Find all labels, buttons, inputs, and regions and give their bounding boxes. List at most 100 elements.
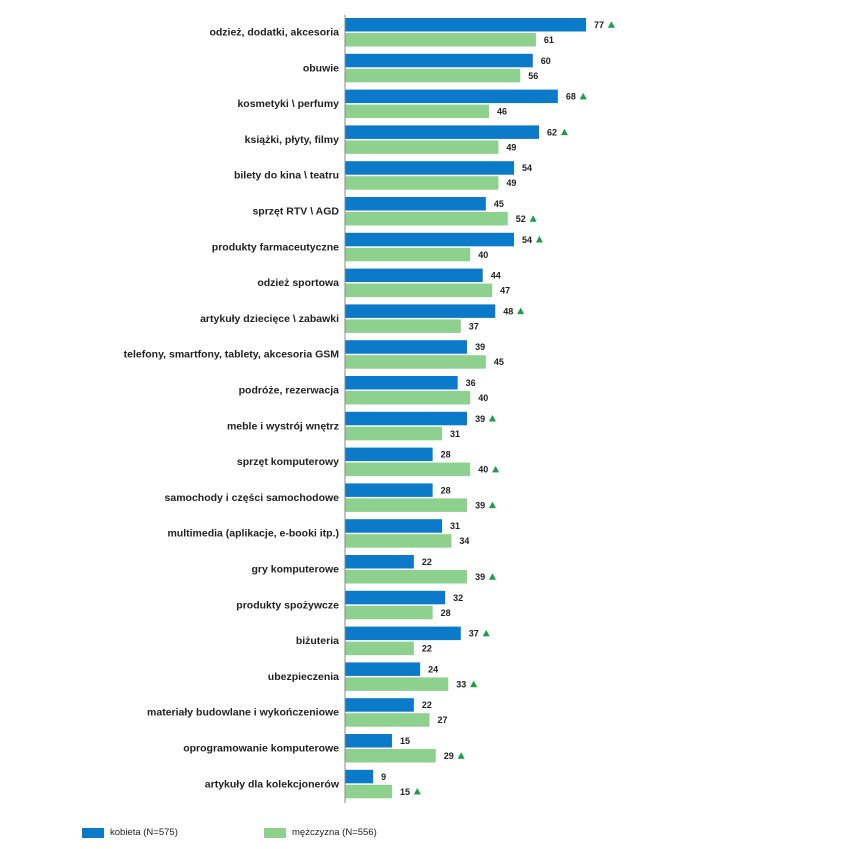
- data-label: 15: [400, 736, 410, 746]
- category-label: ubezpieczenia: [268, 671, 339, 683]
- data-label: 9: [381, 772, 386, 782]
- bar-male: [345, 104, 489, 119]
- bar-male: [345, 713, 430, 727]
- bar-female: [345, 340, 468, 354]
- data-label: 77: [594, 20, 604, 30]
- bar-female: [345, 197, 486, 211]
- bar-female: [345, 411, 468, 426]
- data-label: 28: [441, 485, 451, 495]
- bar-female: [345, 53, 533, 68]
- bar-male: [345, 247, 471, 262]
- data-label: 39: [475, 572, 485, 582]
- bar-male: [345, 355, 486, 369]
- data-label: 40: [478, 465, 488, 475]
- bar-female: [345, 232, 515, 247]
- category-label: oprogramowanie komputerowe: [183, 743, 339, 755]
- bar-female: [345, 734, 392, 748]
- data-label: 31: [450, 429, 460, 439]
- category-label: materiały budowlane i wykończeniowe: [147, 707, 339, 719]
- category-label: odzież sportowa: [257, 277, 339, 289]
- data-label: 32: [453, 593, 463, 603]
- data-label: 56: [528, 71, 538, 81]
- bar-male: [345, 462, 471, 477]
- data-label: 24: [428, 664, 438, 674]
- significance-marker-icon: [413, 788, 421, 795]
- legend-label-female: kobieta (N=575): [110, 827, 178, 838]
- bar-male: [345, 749, 436, 763]
- data-label: 39: [475, 500, 485, 510]
- data-label: 39: [475, 342, 485, 352]
- data-label: 45: [494, 357, 504, 367]
- bar-female: [345, 590, 446, 605]
- data-label: 49: [506, 142, 516, 152]
- data-label: 22: [422, 700, 432, 710]
- category-label: odzież, dodatki, akcesoria: [209, 27, 339, 39]
- category-label: obuwie: [303, 62, 339, 74]
- data-label: 29: [444, 751, 454, 761]
- bar-male: [345, 784, 392, 799]
- bar-male: [345, 391, 471, 405]
- data-label: 31: [450, 521, 460, 531]
- category-label: gry komputerowe: [251, 564, 339, 576]
- bar-female: [345, 304, 496, 318]
- data-label: 62: [547, 127, 557, 137]
- category-label: bilety do kina \ teatru: [234, 170, 339, 182]
- data-label: 28: [441, 450, 451, 460]
- bar-female: [345, 662, 421, 676]
- bar-female: [345, 447, 433, 462]
- significance-marker-icon: [488, 415, 496, 422]
- data-label: 61: [544, 35, 554, 45]
- data-label: 33: [456, 679, 466, 689]
- category-label: książki, płyty, filmy: [245, 134, 340, 146]
- data-label: 46: [497, 107, 507, 117]
- data-label: 39: [475, 414, 485, 424]
- bar-male: [345, 605, 433, 620]
- bar-female: [345, 89, 558, 104]
- data-label: 37: [469, 629, 479, 639]
- data-label: 40: [478, 393, 488, 403]
- bar-male: [345, 33, 536, 47]
- bar-male: [345, 570, 468, 584]
- bar-male: [345, 498, 468, 512]
- category-label: produkty farmaceutyczne: [212, 241, 339, 253]
- significance-marker-icon: [579, 92, 587, 100]
- category-label: meble i wystrój wnętrz: [227, 420, 339, 432]
- bar-female: [345, 161, 515, 175]
- significance-marker-icon: [488, 573, 496, 580]
- data-label: 54: [522, 163, 532, 173]
- category-labels: odzież, dodatki, akcesoria obuwie kosmetyk…: [124, 27, 340, 791]
- data-label: 45: [494, 199, 504, 209]
- category-label: sprzęt RTV \ AGD: [252, 206, 339, 218]
- data-label: 22: [422, 644, 432, 654]
- bar-female: [345, 483, 433, 497]
- bar-male: [345, 140, 499, 154]
- significance-marker-icon: [457, 752, 465, 759]
- category-label: artykuły dla kolekcjonerów: [205, 778, 340, 790]
- bar-male: [345, 426, 443, 441]
- significance-marker-icon: [607, 21, 615, 28]
- bar-female: [345, 125, 540, 139]
- data-label: 60: [541, 56, 551, 66]
- bar-female: [345, 18, 587, 32]
- bar-male: [345, 319, 461, 333]
- bar-female: [345, 376, 458, 390]
- data-label: 40: [478, 250, 488, 260]
- significance-marker-icon: [488, 501, 496, 509]
- bar-female: [345, 555, 414, 569]
- category-label: telefony, smartfony, tablety, akcesoria …: [124, 349, 340, 361]
- data-label: 68: [566, 92, 576, 102]
- data-label: 15: [400, 787, 410, 797]
- significance-marker-icon: [560, 128, 568, 136]
- category-label: biżuteria: [296, 635, 339, 647]
- data-label: 27: [438, 715, 448, 725]
- data-label: 22: [422, 557, 432, 567]
- bar-female: [345, 769, 374, 784]
- significance-marker-icon: [529, 215, 537, 222]
- bar-male: [345, 534, 452, 548]
- data-label: 34: [459, 536, 469, 546]
- category-label: kosmetyki \ perfumy: [237, 98, 339, 110]
- bar-female: [345, 698, 414, 712]
- data-label: 49: [506, 178, 516, 188]
- legend-item-female: kobieta (N=575): [82, 827, 178, 838]
